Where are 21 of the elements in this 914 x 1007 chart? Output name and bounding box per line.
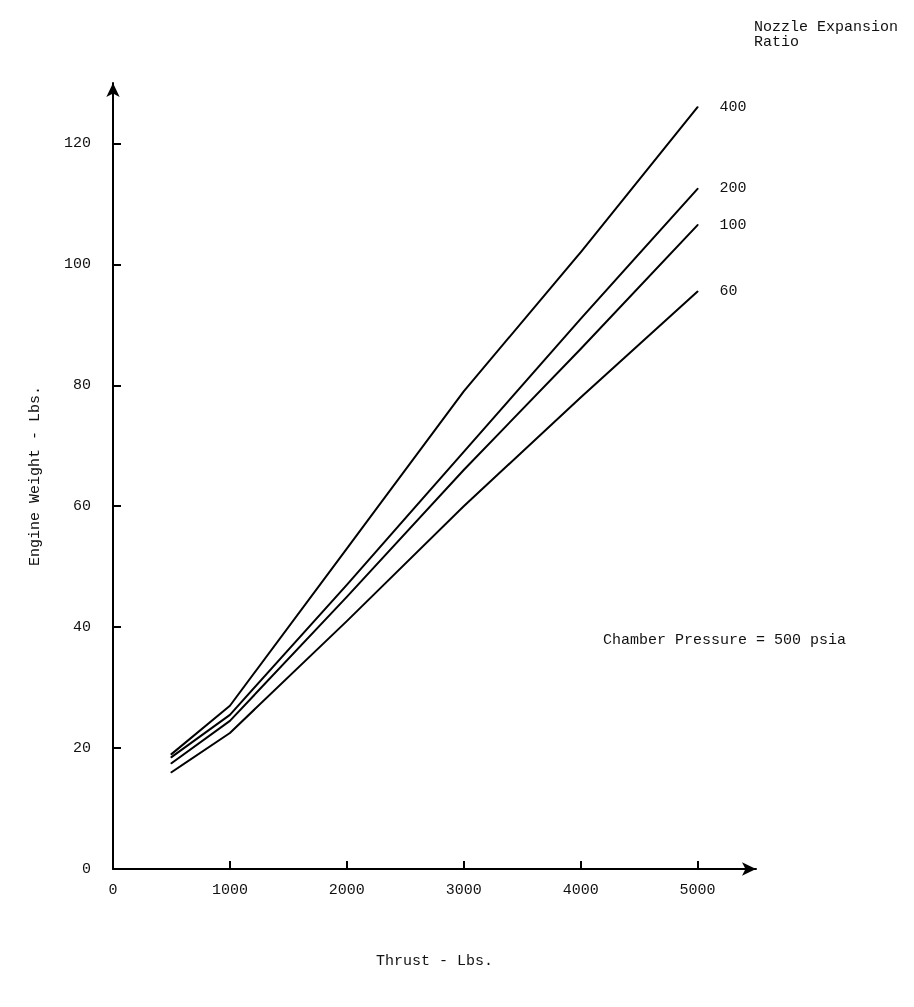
x-tick-label: 3000 xyxy=(445,882,482,899)
series-label: 60 xyxy=(719,283,738,301)
legend-title: Nozzle Expansion Ratio xyxy=(753,19,899,51)
series-label: 400 xyxy=(719,98,747,116)
x-tick-label: 2000 xyxy=(328,882,365,899)
x-tick-label: 4000 xyxy=(562,882,599,899)
series-label: 100 xyxy=(719,216,747,234)
y-tick-label: 80 xyxy=(72,376,91,394)
x-tick-label: 5000 xyxy=(679,882,716,899)
y-axis-title: Engine Weight - Lbs. xyxy=(27,385,44,567)
series-label: 200 xyxy=(719,180,747,198)
y-tick-label: 100 xyxy=(63,255,91,273)
y-tick-label: 60 xyxy=(72,497,91,515)
x-tick-label: 0 xyxy=(108,882,118,899)
y-tick-label: 0 xyxy=(81,860,91,878)
annotation: Chamber Pressure = 500 psia xyxy=(602,632,847,649)
x-axis-title: Thrust - Lbs. xyxy=(375,953,494,970)
y-tick-label: 20 xyxy=(72,739,91,757)
x-tick-label: 1000 xyxy=(211,882,248,899)
y-tick-label: 40 xyxy=(72,618,91,636)
y-tick-label: 120 xyxy=(63,134,91,152)
